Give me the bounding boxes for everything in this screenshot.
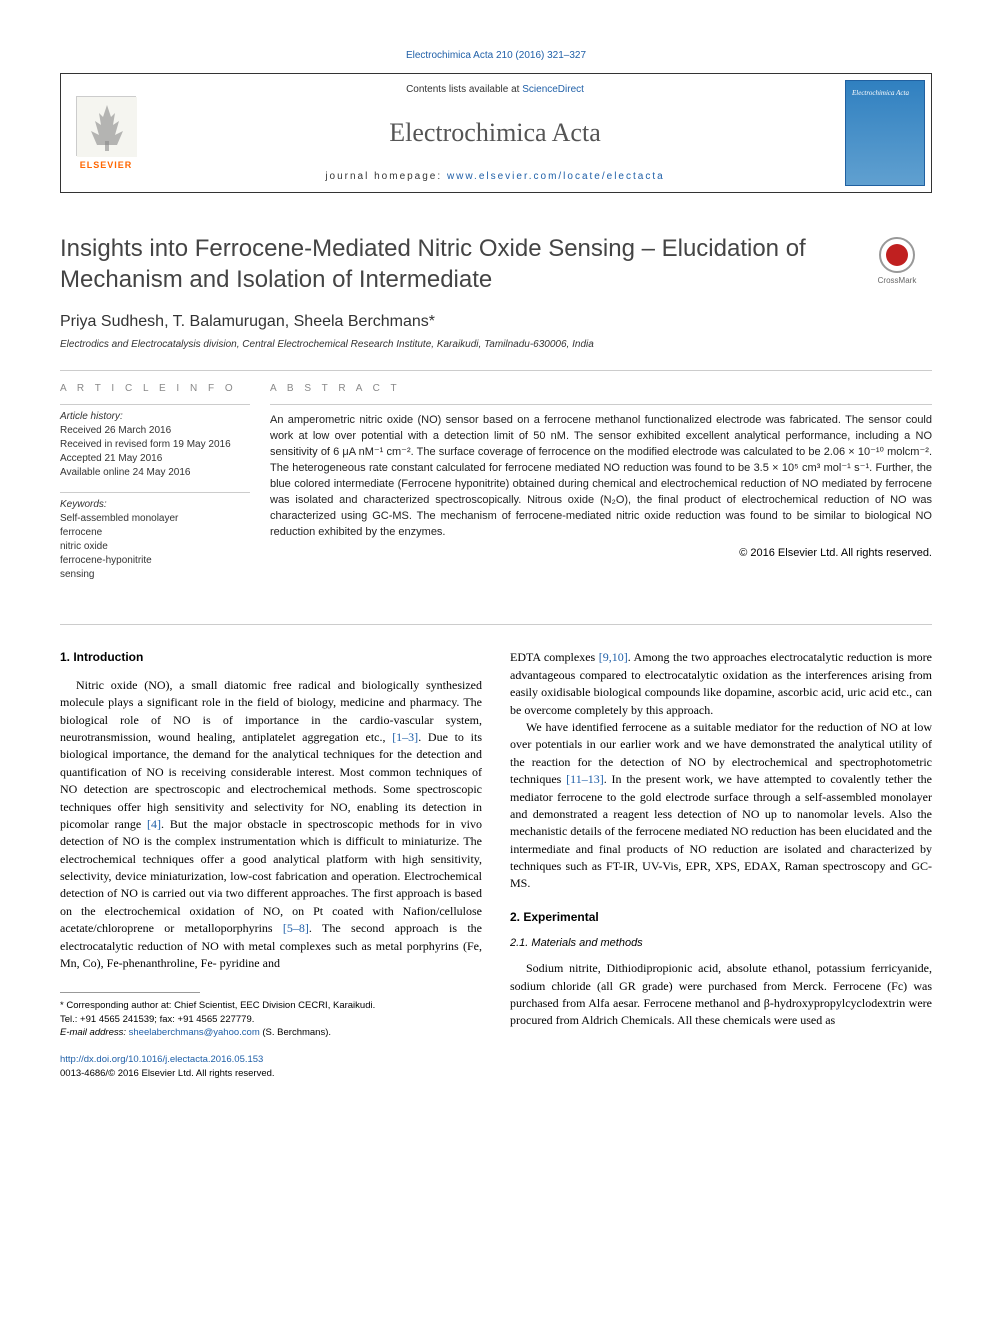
homepage-prefix: journal homepage: <box>325 171 447 182</box>
crossmark-badge[interactable]: CrossMark <box>862 237 932 285</box>
crossmark-inner-icon <box>886 244 908 266</box>
history-heading: Article history: <box>60 411 250 422</box>
history-block: Article history: Received 26 March 2016 … <box>60 404 250 480</box>
affiliation: Electrodics and Electrocatalysis divisio… <box>60 339 932 350</box>
email-label: E-mail address: <box>60 1027 129 1038</box>
email-link[interactable]: sheelaberchmans@yahoo.com <box>129 1027 260 1038</box>
left-column: 1. Introduction Nitric oxide (NO), a sma… <box>60 649 482 1080</box>
text: . Due to its biological importance, the … <box>60 730 482 831</box>
page: Electrochimica Acta 210 (2016) 321–327 E… <box>0 0 992 1131</box>
doi-link[interactable]: http://dx.doi.org/10.1016/j.electacta.20… <box>60 1053 482 1067</box>
keywords-heading: Keywords: <box>60 499 250 510</box>
journal-cover: Electrochimica Acta <box>845 80 925 186</box>
ref-link[interactable]: [11–13] <box>566 772 604 786</box>
abstract-text: An amperometric nitric oxide (NO) sensor… <box>270 404 932 541</box>
intro-para-2: EDTA complexes [9,10]. Among the two app… <box>510 649 932 719</box>
ref-link[interactable]: [4] <box>147 817 161 831</box>
header-center: Contents lists available at ScienceDirec… <box>151 74 839 192</box>
history-line: Accepted 21 May 2016 <box>60 452 250 466</box>
corresponding-author-note: * Corresponding author at: Chief Scienti… <box>60 999 482 1039</box>
elsevier-logo: ELSEVIER <box>61 74 151 192</box>
article-title: Insights into Ferrocene-Mediated Nitric … <box>60 233 842 295</box>
text: . But the major obstacle in spectroscopi… <box>60 817 482 935</box>
keyword: ferrocene-hyponitrite <box>60 554 250 568</box>
history-line: Received 26 March 2016 <box>60 424 250 438</box>
keyword: nitric oxide <box>60 540 250 554</box>
ref-link[interactable]: [5–8] <box>283 921 309 935</box>
sciencedirect-link[interactable]: ScienceDirect <box>522 84 584 95</box>
homepage-link[interactable]: www.elsevier.com/locate/electacta <box>447 171 665 182</box>
journal-citation: Electrochimica Acta 210 (2016) 321–327 <box>60 50 932 61</box>
text: . In the present work, we have attempted… <box>510 772 932 890</box>
body-columns: 1. Introduction Nitric oxide (NO), a sma… <box>60 649 932 1080</box>
crossmark-label: CrossMark <box>878 276 917 285</box>
journal-cover-text: Electrochimica Acta <box>852 89 909 97</box>
abstract-label: A B S T R A C T <box>270 383 932 394</box>
history-line: Received in revised form 19 May 2016 <box>60 438 250 452</box>
title-row: Insights into Ferrocene-Mediated Nitric … <box>60 233 932 295</box>
corr-text: * Corresponding author at: Chief Scienti… <box>60 999 482 1012</box>
keywords-block: Keywords: Self-assembled monolayer ferro… <box>60 492 250 582</box>
exp-para-1: Sodium nitrite, Dithiodipropionic acid, … <box>510 960 932 1030</box>
intro-para-3: We have identified ferrocene as a suitab… <box>510 719 932 893</box>
doi-block: http://dx.doi.org/10.1016/j.electacta.20… <box>60 1053 482 1081</box>
materials-heading: 2.1. Materials and methods <box>510 936 932 952</box>
abstract-copyright: © 2016 Elsevier Ltd. All rights reserved… <box>270 547 932 559</box>
email-line: E-mail address: sheelaberchmans@yahoo.co… <box>60 1026 482 1039</box>
elsevier-text: ELSEVIER <box>80 160 133 170</box>
meta-row: A R T I C L E I N F O Article history: R… <box>60 370 932 594</box>
ref-link[interactable]: [1–3] <box>392 730 418 744</box>
history-line: Available online 24 May 2016 <box>60 466 250 480</box>
issn-line: 0013-4686/© 2016 Elsevier Ltd. All right… <box>60 1067 482 1081</box>
contents-line: Contents lists available at ScienceDirec… <box>406 84 584 95</box>
elsevier-tree-icon <box>76 96 136 156</box>
email-suffix: (S. Berchmans). <box>260 1027 331 1038</box>
right-column: EDTA complexes [9,10]. Among the two app… <box>510 649 932 1080</box>
article-info: A R T I C L E I N F O Article history: R… <box>60 383 270 594</box>
keyword: ferrocene <box>60 526 250 540</box>
footnote-separator <box>60 992 200 993</box>
abstract-column: A B S T R A C T An amperometric nitric o… <box>270 383 932 594</box>
crossmark-icon <box>879 237 915 273</box>
homepage-line: journal homepage: www.elsevier.com/locat… <box>325 171 664 182</box>
keyword: sensing <box>60 568 250 582</box>
contents-prefix: Contents lists available at <box>406 84 522 95</box>
article-info-label: A R T I C L E I N F O <box>60 383 250 394</box>
tel-text: Tel.: +91 4565 241539; fax: +91 4565 227… <box>60 1013 482 1026</box>
intro-heading: 1. Introduction <box>60 649 482 666</box>
keyword: Self-assembled monolayer <box>60 512 250 526</box>
authors: Priya Sudhesh, T. Balamurugan, Sheela Be… <box>60 313 932 331</box>
text: EDTA complexes <box>510 650 599 664</box>
ref-link[interactable]: [9,10] <box>599 650 628 664</box>
experimental-heading: 2. Experimental <box>510 909 932 926</box>
divider <box>60 624 932 625</box>
journal-name: Electrochimica Acta <box>389 118 601 148</box>
journal-header: ELSEVIER Contents lists available at Sci… <box>60 73 932 193</box>
intro-para-1: Nitric oxide (NO), a small diatomic free… <box>60 677 482 973</box>
